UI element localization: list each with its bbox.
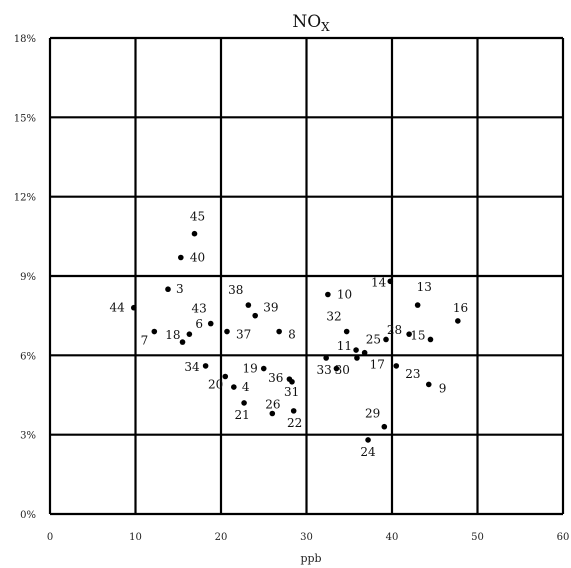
data-point bbox=[455, 318, 461, 324]
data-point-label: 9 bbox=[439, 381, 447, 395]
x-tick-label: 40 bbox=[386, 532, 399, 543]
x-tick-label: 50 bbox=[471, 532, 484, 543]
chart-title: NOX bbox=[292, 12, 330, 34]
data-point bbox=[383, 336, 389, 343]
data-point-label: 25 bbox=[366, 332, 381, 346]
data-point-label: 39 bbox=[263, 301, 278, 315]
y-tick-label: 6% bbox=[20, 351, 36, 362]
data-point bbox=[354, 355, 360, 361]
data-point bbox=[325, 291, 331, 298]
data-point bbox=[365, 437, 371, 443]
data-point-label: 13 bbox=[417, 280, 432, 294]
y-tick-labels: 0% 3% 6% 9% 12% 15% 18% bbox=[14, 34, 36, 521]
chart-title-subscript: X bbox=[321, 20, 330, 34]
data-point bbox=[207, 320, 214, 327]
data-point-label: 43 bbox=[191, 302, 206, 316]
grid-lines bbox=[48, 36, 565, 516]
data-point bbox=[202, 363, 209, 369]
data-point-label: 33 bbox=[317, 363, 332, 377]
y-tick-label: 3% bbox=[20, 431, 36, 442]
data-point bbox=[191, 230, 198, 237]
data-point bbox=[276, 328, 282, 335]
data-point bbox=[387, 278, 394, 285]
y-tick-label: 15% bbox=[14, 113, 36, 124]
data-point bbox=[425, 381, 432, 388]
y-tick-label: 18% bbox=[14, 34, 36, 45]
data-point bbox=[252, 312, 258, 319]
data-point-label: 11 bbox=[337, 339, 352, 353]
data-point-label: 10 bbox=[337, 288, 352, 302]
data-point bbox=[178, 254, 184, 261]
data-point-label: 23 bbox=[405, 367, 420, 381]
data-point bbox=[343, 328, 350, 335]
x-tick-label: 20 bbox=[215, 532, 228, 543]
x-tick-label: 10 bbox=[129, 532, 142, 543]
y-tick-label: 12% bbox=[14, 193, 36, 204]
data-point bbox=[406, 331, 412, 337]
data-point-label: 18 bbox=[165, 328, 180, 342]
data-point bbox=[414, 302, 421, 308]
data-point-label: 19 bbox=[242, 362, 257, 376]
data-point bbox=[241, 400, 247, 406]
data-point bbox=[361, 349, 368, 356]
data-point-label: 21 bbox=[234, 408, 249, 422]
data-point-label: 3 bbox=[176, 282, 184, 296]
data-point-label: 14 bbox=[371, 275, 387, 289]
data-point-label: 29 bbox=[365, 407, 380, 421]
data-point-label: 31 bbox=[284, 385, 299, 399]
data-point-label: 24 bbox=[360, 445, 376, 459]
data-point bbox=[130, 304, 137, 311]
data-point bbox=[393, 363, 400, 369]
data-point bbox=[353, 347, 359, 353]
data-point bbox=[260, 365, 267, 372]
data-point bbox=[290, 408, 297, 414]
x-axis-label: ppb bbox=[300, 552, 321, 565]
data-point bbox=[165, 286, 171, 293]
data-point-label: 15 bbox=[410, 328, 425, 342]
data-point bbox=[224, 328, 230, 335]
data-point-label: 44 bbox=[110, 301, 126, 315]
x-tick-label: 30 bbox=[300, 532, 313, 543]
data-point-label: 4 bbox=[242, 380, 250, 394]
data-point-label: 38 bbox=[228, 283, 243, 297]
y-tick-label: 0% bbox=[20, 510, 36, 521]
data-point bbox=[286, 376, 293, 382]
y-tick-label: 9% bbox=[20, 272, 36, 283]
data-point-label: 8 bbox=[288, 328, 296, 342]
data-point-label: 16 bbox=[453, 301, 468, 315]
data-point-label: 45 bbox=[190, 210, 205, 224]
data-point-label: 26 bbox=[265, 398, 280, 412]
data-point-label: 34 bbox=[184, 360, 200, 374]
data-point-label: 6 bbox=[195, 317, 203, 331]
data-point bbox=[151, 328, 158, 335]
data-point-label: 22 bbox=[287, 416, 302, 430]
data-point bbox=[381, 423, 388, 430]
data-point bbox=[179, 339, 186, 345]
data-point bbox=[333, 365, 340, 372]
data-point-label: 7 bbox=[141, 334, 149, 348]
data-point-label: 28 bbox=[387, 323, 402, 337]
data-point bbox=[269, 410, 276, 417]
data-point bbox=[427, 336, 434, 343]
data-point-label: 20 bbox=[208, 377, 223, 391]
data-point bbox=[222, 373, 229, 380]
data-point-label: 32 bbox=[326, 310, 341, 324]
x-tick-label: 60 bbox=[557, 532, 570, 543]
data-point bbox=[245, 302, 252, 308]
data-point bbox=[323, 355, 329, 361]
chart-title-main: NO bbox=[292, 12, 321, 32]
x-tick-labels: 0 10 20 30 40 50 60 bbox=[47, 532, 570, 543]
data-point bbox=[186, 331, 193, 337]
data-point bbox=[231, 384, 237, 390]
data-point-label: 40 bbox=[190, 250, 205, 264]
data-point-label: 36 bbox=[268, 371, 283, 385]
data-point-label: 30 bbox=[335, 363, 350, 377]
data-point-label: 17 bbox=[370, 358, 385, 372]
x-tick-label: 0 bbox=[47, 532, 53, 543]
data-point-label: 37 bbox=[236, 328, 251, 342]
